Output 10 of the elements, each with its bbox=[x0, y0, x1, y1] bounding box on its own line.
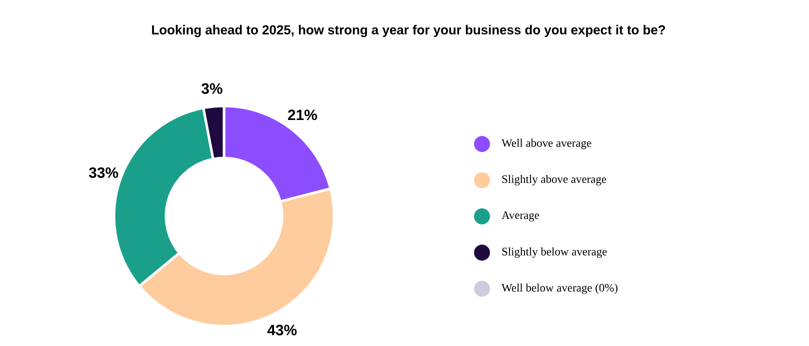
data-label: 3% bbox=[202, 83, 222, 94]
legend-label: Well above average bbox=[502, 138, 592, 150]
data-label: 21% bbox=[288, 110, 318, 120]
data-label: 33% bbox=[88, 167, 118, 178]
data-label: 43% bbox=[267, 324, 297, 336]
legend-label: Slightly below average bbox=[502, 247, 607, 258]
legend-label: Slightly above average bbox=[502, 174, 606, 186]
legend-label: Well below average (0%) bbox=[502, 284, 618, 294]
legend-label: Average bbox=[502, 211, 540, 222]
chart-title: Looking ahead to 2025, how strong a year for your business do you expect it to be? bbox=[152, 24, 666, 38]
